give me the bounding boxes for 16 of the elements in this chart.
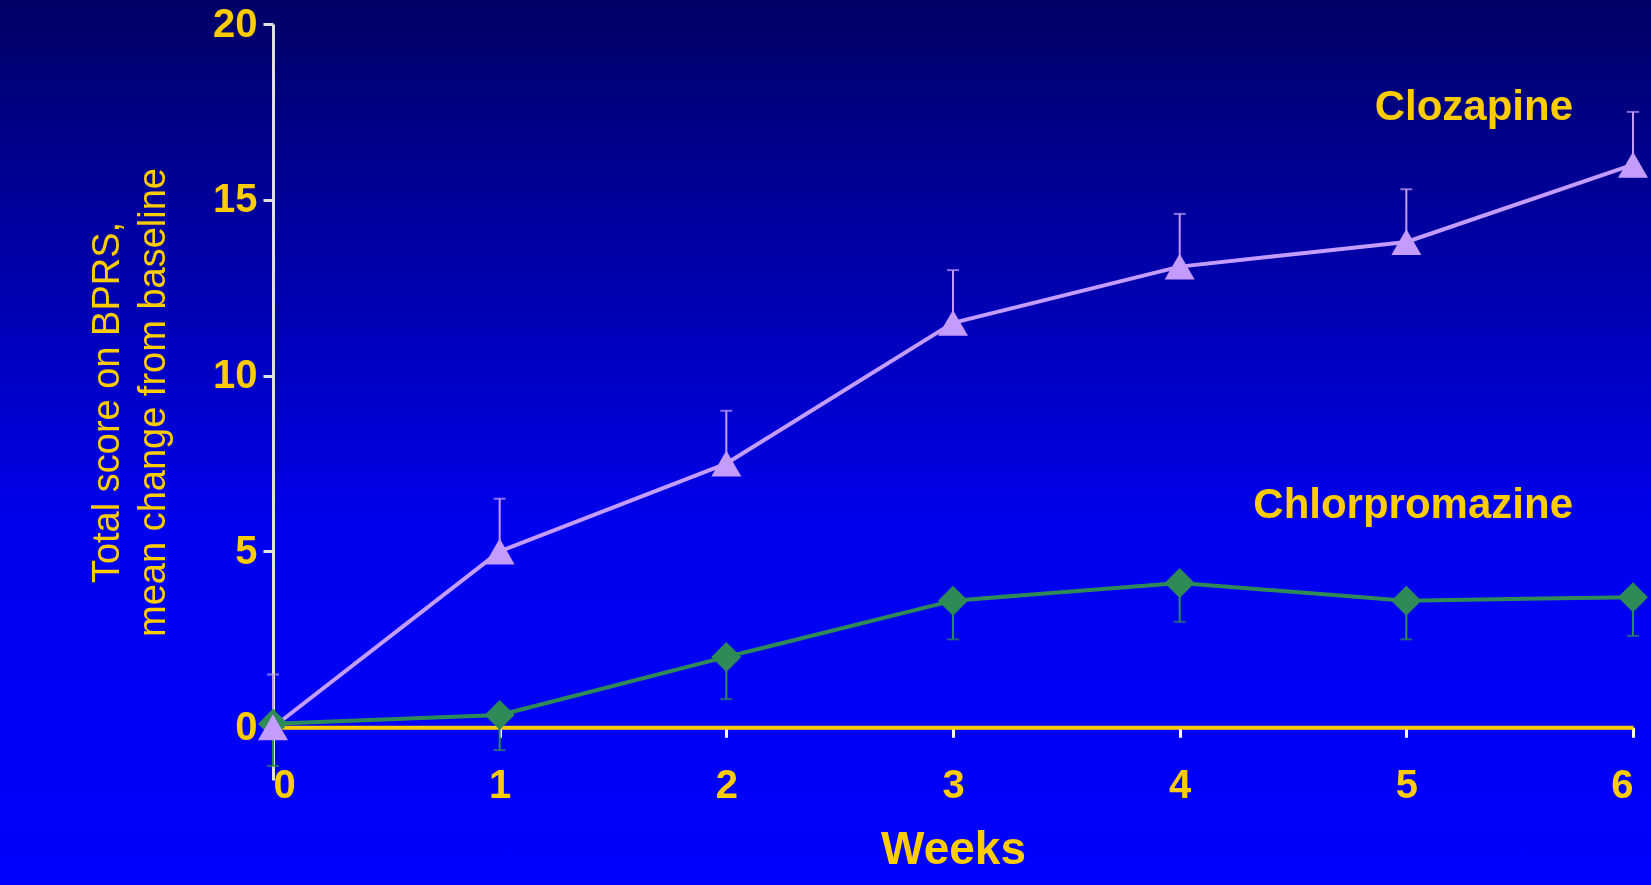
series-label: Clozapine: [1374, 81, 1573, 129]
series-label: Chlorpromazine: [1253, 480, 1573, 528]
y-tick-label: 20: [213, 0, 258, 45]
x-tick-label: 4: [1169, 761, 1193, 806]
y-axis-title: Total score on BPRS, mean change from baseline: [85, 168, 174, 637]
x-tick-label: 3: [942, 761, 965, 806]
x-tick-label: 1: [489, 761, 512, 806]
y-tick-label: 5: [235, 527, 258, 572]
x-tick-label: 6: [1611, 761, 1634, 806]
x-tick-label: 0: [273, 761, 296, 806]
x-axis-title: Weeks: [881, 821, 1026, 874]
y-tick-label: 0: [235, 703, 258, 748]
x-tick-label: 2: [715, 761, 738, 806]
y-tick-label: 15: [213, 176, 258, 221]
y-tick-label: 10: [213, 352, 258, 397]
x-tick-label: 5: [1395, 761, 1418, 806]
